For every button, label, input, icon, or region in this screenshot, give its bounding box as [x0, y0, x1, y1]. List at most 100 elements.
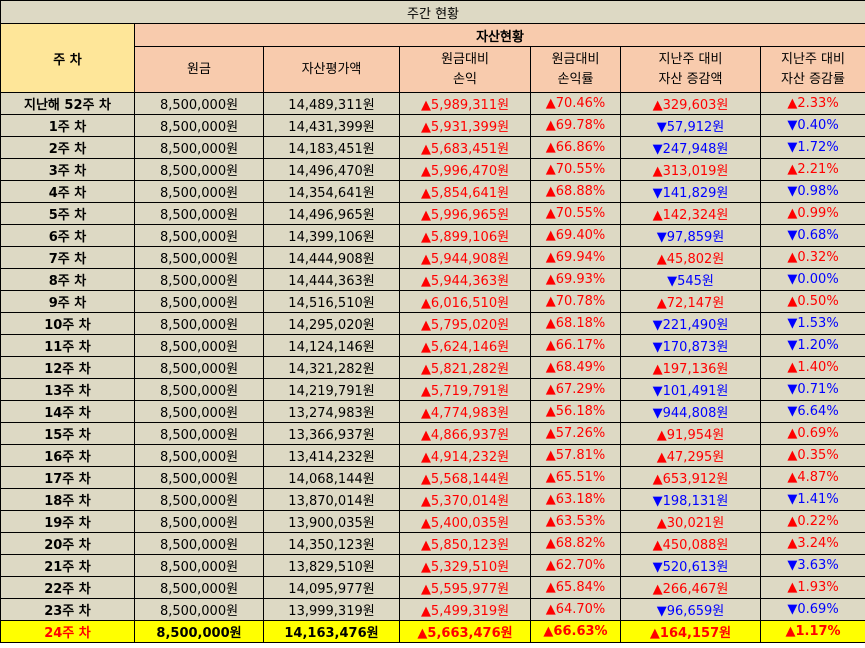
- principal-cell: 8,500,000원: [134, 620, 264, 643]
- profit-loss-rate-cell: ▲65.84%: [530, 576, 621, 599]
- profit-loss-cell: ▲5,989,311원: [399, 92, 531, 115]
- week-cell: 11주 차: [0, 334, 135, 357]
- week-cell: 6주 차: [0, 224, 135, 247]
- weekly-change-cell: ▲313,019원: [620, 158, 761, 181]
- table-row: 21주 차 8,500,000원 13,829,510원 ▲5,329,510원 ▲62…: [0, 554, 865, 577]
- table-row: 7주 차 8,500,000원 14,444,908원 ▲5,944,908원 ▲69.…: [0, 246, 865, 269]
- weekly-change-rate-cell: ▲0.99%: [759, 202, 865, 225]
- week-cell: 13주 차: [0, 378, 135, 401]
- weekly-change-rate-cell: ▼6.64%: [759, 400, 865, 423]
- weekly-change-cell: ▲329,603원: [620, 92, 761, 115]
- asset-value-cell: 14,350,123원: [263, 532, 400, 555]
- weekly-change-rate-cell: ▲1.40%: [759, 356, 865, 379]
- profit-loss-cell: ▲5,568,144원: [399, 466, 531, 489]
- table-row: 8주 차 8,500,000원 14,444,363원 ▲5,944,363원 ▲69.…: [0, 268, 865, 291]
- principal-cell: 8,500,000원: [134, 246, 264, 269]
- weekly-change-rate-cell: ▼0.68%: [759, 224, 865, 247]
- week-cell: 12주 차: [0, 356, 135, 379]
- profit-loss-rate-cell: ▲66.86%: [530, 136, 621, 159]
- header-line: 손익: [453, 71, 477, 87]
- weekly-change-cell: ▼221,490원: [620, 312, 761, 335]
- header-row-1: 주 차 자산현황: [0, 23, 865, 93]
- table-row: 11주 차 8,500,000원 14,124,146원 ▲5,624,146원 ▲66…: [0, 334, 865, 357]
- profit-loss-cell: ▲6,016,510원: [399, 290, 531, 313]
- profit-loss-rate-cell: ▲65.51%: [530, 466, 621, 489]
- profit-loss-rate-cell: ▲69.93%: [530, 268, 621, 291]
- principal-cell: 8,500,000원: [134, 356, 264, 379]
- weekly-change-cell: ▼101,491원: [620, 378, 761, 401]
- weekly-change-rate-cell: ▲0.32%: [759, 246, 865, 269]
- header-row-2: 원금 자산평가액 원금대비 손익 원금대비 손익률 지난주 대비 자산 증감액 지난주…: [1, 46, 865, 93]
- weekly-change-rate-cell: ▲3.24%: [759, 532, 865, 555]
- asset-value-cell: 14,321,282원: [263, 356, 400, 379]
- table-row: 14주 차 8,500,000원 13,274,983원 ▲4,774,983원 ▲56…: [0, 400, 865, 423]
- profit-loss-rate-cell: ▲57.26%: [530, 422, 621, 445]
- profit-loss-cell: ▲5,854,641원: [399, 180, 531, 203]
- table-row: 9주 차 8,500,000원 14,516,510원 ▲6,016,510원 ▲70.…: [0, 290, 865, 313]
- week-cell: 21주 차: [0, 554, 135, 577]
- principal-cell: 8,500,000원: [134, 554, 264, 577]
- profit-loss-rate-cell: ▲66.17%: [530, 334, 621, 357]
- weekly-change-cell: ▲197,136원: [620, 356, 761, 379]
- profit-loss-rate-cell: ▲68.18%: [530, 312, 621, 335]
- weekly-change-rate-cell: ▼0.00%: [759, 268, 865, 291]
- weekly-change-cell: ▼520,613원: [620, 554, 761, 577]
- profit-loss-cell: ▲5,850,123원: [399, 532, 531, 555]
- weekly-change-rate-cell: ▲2.21%: [759, 158, 865, 181]
- asset-value-cell: 13,900,035원: [263, 510, 400, 533]
- principal-cell: 8,500,000원: [134, 334, 264, 357]
- week-cell: 1주 차: [0, 114, 135, 137]
- weekly-change-rate-cell: ▲4.87%: [759, 466, 865, 489]
- profit-loss-rate-cell: ▲69.78%: [530, 114, 621, 137]
- table-row: 22주 차 8,500,000원 14,095,977원 ▲5,595,977원 ▲65…: [0, 576, 865, 599]
- week-cell: 4주 차: [0, 180, 135, 203]
- principal-cell: 8,500,000원: [134, 422, 264, 445]
- asset-value-cell: 13,274,983원: [263, 400, 400, 423]
- table-row: 10주 차 8,500,000원 14,295,020원 ▲5,795,020원 ▲68…: [0, 312, 865, 335]
- weekly-change-cell: ▲91,954원: [620, 422, 761, 445]
- header-line: 원금대비: [441, 51, 489, 67]
- asset-value-cell: 14,219,791원: [263, 378, 400, 401]
- asset-value-cell: 14,295,020원: [263, 312, 400, 335]
- week-cell: 지난해 52주 차: [0, 92, 135, 115]
- principal-cell: 8,500,000원: [134, 510, 264, 533]
- asset-value-cell: 14,163,476원: [263, 620, 400, 643]
- weekly-change-cell: ▲45,802원: [620, 246, 761, 269]
- asset-value-cell: 14,489,311원: [263, 92, 400, 115]
- asset-value-cell: 14,095,977원: [263, 576, 400, 599]
- profit-loss-cell: ▲5,400,035원: [399, 510, 531, 533]
- asset-value-cell: 14,183,451원: [263, 136, 400, 159]
- weekly-change-rate-cell: ▲1.93%: [759, 576, 865, 599]
- week-cell: 14주 차: [0, 400, 135, 423]
- weekly-change-cell: ▲653,912원: [620, 466, 761, 489]
- weekly-change-cell: ▲142,324원: [620, 202, 761, 225]
- principal-cell: 8,500,000원: [134, 114, 264, 137]
- profit-loss-rate-cell: ▲64.70%: [530, 598, 621, 621]
- principal-column-header: 원금: [134, 46, 264, 93]
- profit-loss-cell: ▲5,683,451원: [399, 136, 531, 159]
- week-cell: 24주 차: [0, 620, 135, 643]
- week-cell: 15주 차: [0, 422, 135, 445]
- asset-value-cell: 14,068,144원: [263, 466, 400, 489]
- week-cell: 23주 차: [0, 598, 135, 621]
- asset-value-cell: 14,516,510원: [263, 290, 400, 313]
- profit-loss-cell: ▲5,899,106원: [399, 224, 531, 247]
- week-cell: 18주 차: [0, 488, 135, 511]
- weekly-change-cell: ▼97,859원: [620, 224, 761, 247]
- weekly-change-rate-cell: ▲0.35%: [759, 444, 865, 467]
- profit-loss-cell: ▲4,914,232원: [399, 444, 531, 467]
- weekly-change-rate-cell: ▼0.98%: [759, 180, 865, 203]
- principal-cell: 8,500,000원: [134, 224, 264, 247]
- asset-status-group-header: 자산현황: [133, 23, 865, 47]
- principal-cell: 8,500,000원: [134, 202, 264, 225]
- principal-cell: 8,500,000원: [134, 532, 264, 555]
- profit-loss-cell: ▲5,663,476원: [399, 620, 531, 643]
- profit-loss-cell: ▲5,499,319원: [399, 598, 531, 621]
- table-row: 지난해 52주 차 8,500,000원 14,489,311원 ▲5,989,311…: [0, 92, 865, 115]
- weekly-change-cell: ▼944,808원: [620, 400, 761, 423]
- weekly-change-rate-cell: ▼1.41%: [759, 488, 865, 511]
- table-row: 6주 차 8,500,000원 14,399,106원 ▲5,899,106원 ▲69.…: [0, 224, 865, 247]
- profit-loss-cell: ▲5,624,146원: [399, 334, 531, 357]
- weekly-change-cell: ▼198,131원: [620, 488, 761, 511]
